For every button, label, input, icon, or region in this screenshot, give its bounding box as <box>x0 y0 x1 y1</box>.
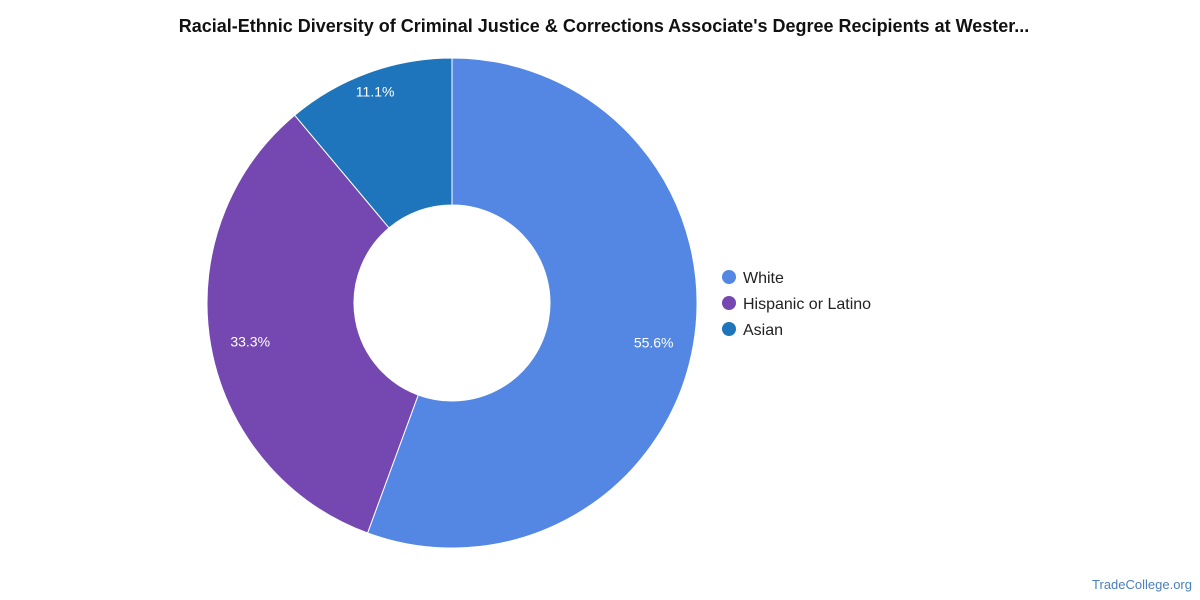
legend-label-hispanic-or-latino: Hispanic or Latino <box>743 296 871 313</box>
slice-label-hispanic-or-latino: 33.3% <box>230 334 270 350</box>
slice-label-white: 55.6% <box>634 334 674 350</box>
legend-label-white: White <box>743 270 784 287</box>
legend-swatch-asian <box>722 322 736 336</box>
slice-asian[interactable] <box>293 57 453 229</box>
legend: White Hispanic or Latino Asian <box>722 270 871 339</box>
donut-slices <box>206 57 698 549</box>
chart-title: Racial-Ethnic Diversity of Criminal Just… <box>178 16 1030 36</box>
legend-item-white[interactable]: White <box>722 270 784 287</box>
legend-item-hispanic-or-latino[interactable]: Hispanic or Latino <box>722 296 871 313</box>
slice-hispanic-or-latino[interactable] <box>206 114 419 534</box>
legend-swatch-hispanic-or-latino <box>722 296 736 310</box>
legend-swatch-white <box>722 270 736 284</box>
watermark[interactable]: TradeCollege.org <box>1092 577 1192 592</box>
legend-label-asian: Asian <box>743 322 783 339</box>
slice-label-asian: 11.1% <box>356 84 395 100</box>
slice-white[interactable] <box>366 57 698 549</box>
slice-labels: 55.6% 33.3% 11.1% <box>230 84 673 351</box>
legend-item-asian[interactable]: Asian <box>722 322 783 339</box>
